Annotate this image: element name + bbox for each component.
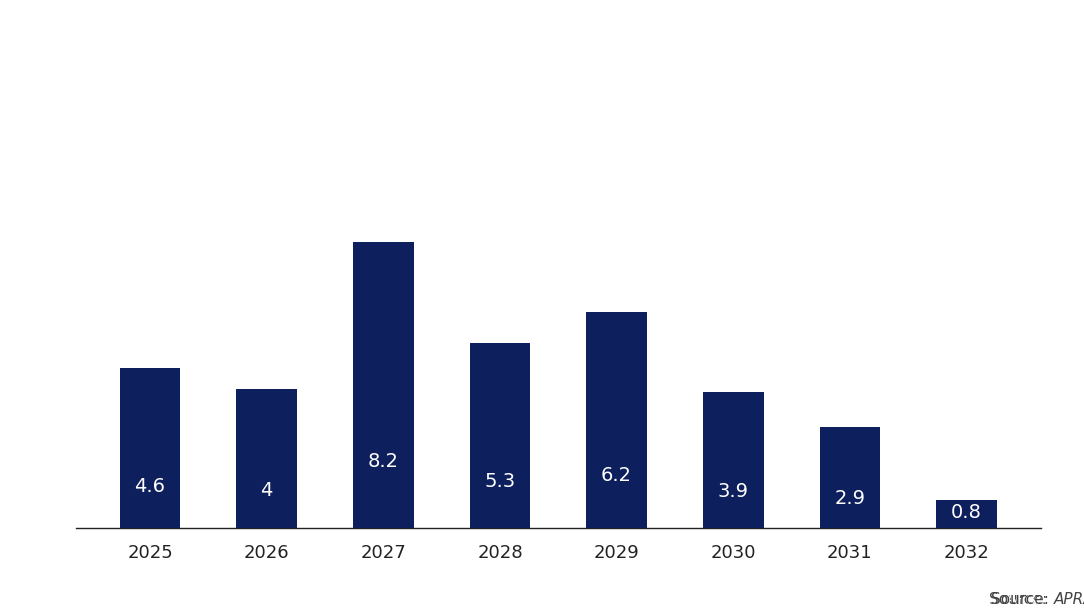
Text: 0.8: 0.8 — [951, 503, 982, 523]
Bar — [119, 368, 180, 528]
Text: 5.3: 5.3 — [485, 472, 516, 491]
Bar — [937, 500, 997, 528]
Bar — [820, 427, 880, 528]
Text: 3.9: 3.9 — [718, 482, 749, 501]
Bar — [353, 242, 414, 528]
Text: APRA.: APRA. — [1054, 592, 1084, 607]
Text: Source:: Source: — [989, 592, 1051, 607]
Text: 4: 4 — [260, 481, 273, 500]
Text: 8.2: 8.2 — [367, 452, 399, 471]
Text: 6.2: 6.2 — [601, 466, 632, 485]
Text: 4.6: 4.6 — [134, 477, 166, 496]
Text: 2.9: 2.9 — [835, 489, 865, 508]
Text: Source:  APRA.: Source: APRA. — [939, 592, 1051, 607]
Text: Source:: Source: — [991, 592, 1054, 607]
Bar — [702, 392, 763, 528]
Bar — [469, 343, 530, 528]
Bar — [586, 312, 647, 528]
Bar — [236, 389, 297, 528]
